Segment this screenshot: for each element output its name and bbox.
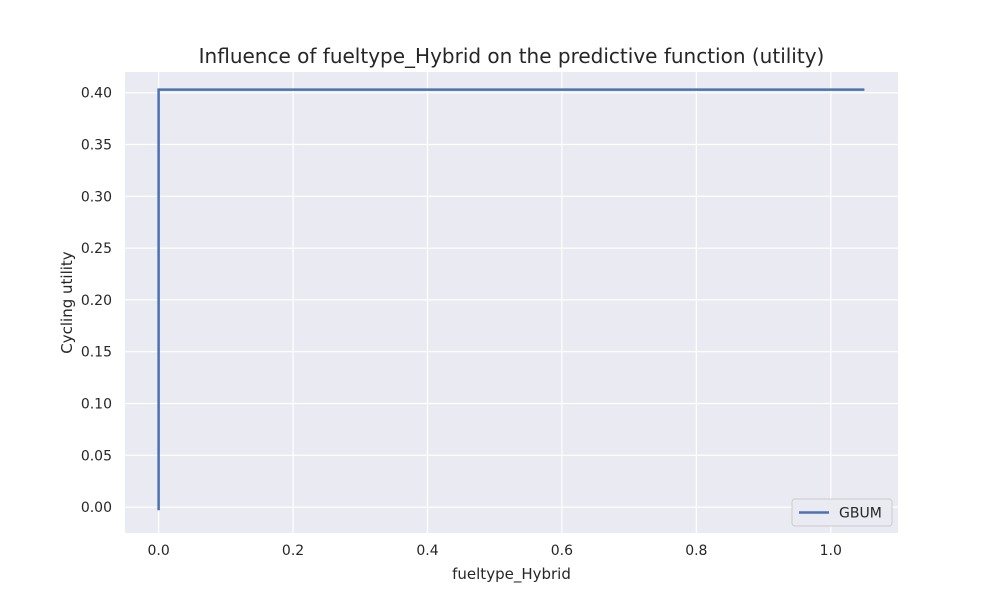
- y-tick-label: 0.30: [81, 189, 112, 205]
- y-tick-label: 0.40: [81, 86, 112, 102]
- x-tick-label: 0.4: [416, 543, 438, 559]
- x-tick-label: 1.0: [820, 543, 842, 559]
- legend-label-gbum: GBUM: [839, 506, 882, 522]
- y-tick-label: 0.25: [81, 241, 112, 257]
- y-axis-label: Cycling utility: [58, 251, 76, 354]
- y-tick-label: 0.35: [81, 138, 112, 154]
- legend: GBUM: [791, 498, 893, 527]
- y-tick-label: 0.05: [81, 448, 112, 464]
- x-axis-ticks: 0.0 0.2 0.4 0.6 0.8 1.0: [147, 543, 841, 559]
- y-tick-label: 0.10: [81, 397, 112, 413]
- x-tick-label: 0.2: [282, 543, 304, 559]
- y-tick-label: 0.15: [81, 345, 112, 361]
- x-tick-label: 0.8: [685, 543, 707, 559]
- legend-box: [791, 498, 893, 527]
- plot-background: [125, 72, 898, 533]
- x-tick-label: 0.0: [147, 543, 169, 559]
- x-tick-label: 0.6: [551, 543, 573, 559]
- x-axis-label: fueltype_Hybrid: [452, 565, 571, 584]
- series-layer: [157, 88, 865, 511]
- y-axis-ticks: 0.00 0.05 0.10 0.15 0.20 0.25 0.30 0.35 0.40: [81, 86, 112, 516]
- series-line-gbum: [157, 88, 865, 511]
- chart-title: Influence of fueltype_Hybrid on the pred…: [199, 44, 825, 68]
- y-tick-label: 0.00: [81, 500, 112, 516]
- y-tick-label: 0.20: [81, 293, 112, 309]
- grid: [125, 72, 898, 533]
